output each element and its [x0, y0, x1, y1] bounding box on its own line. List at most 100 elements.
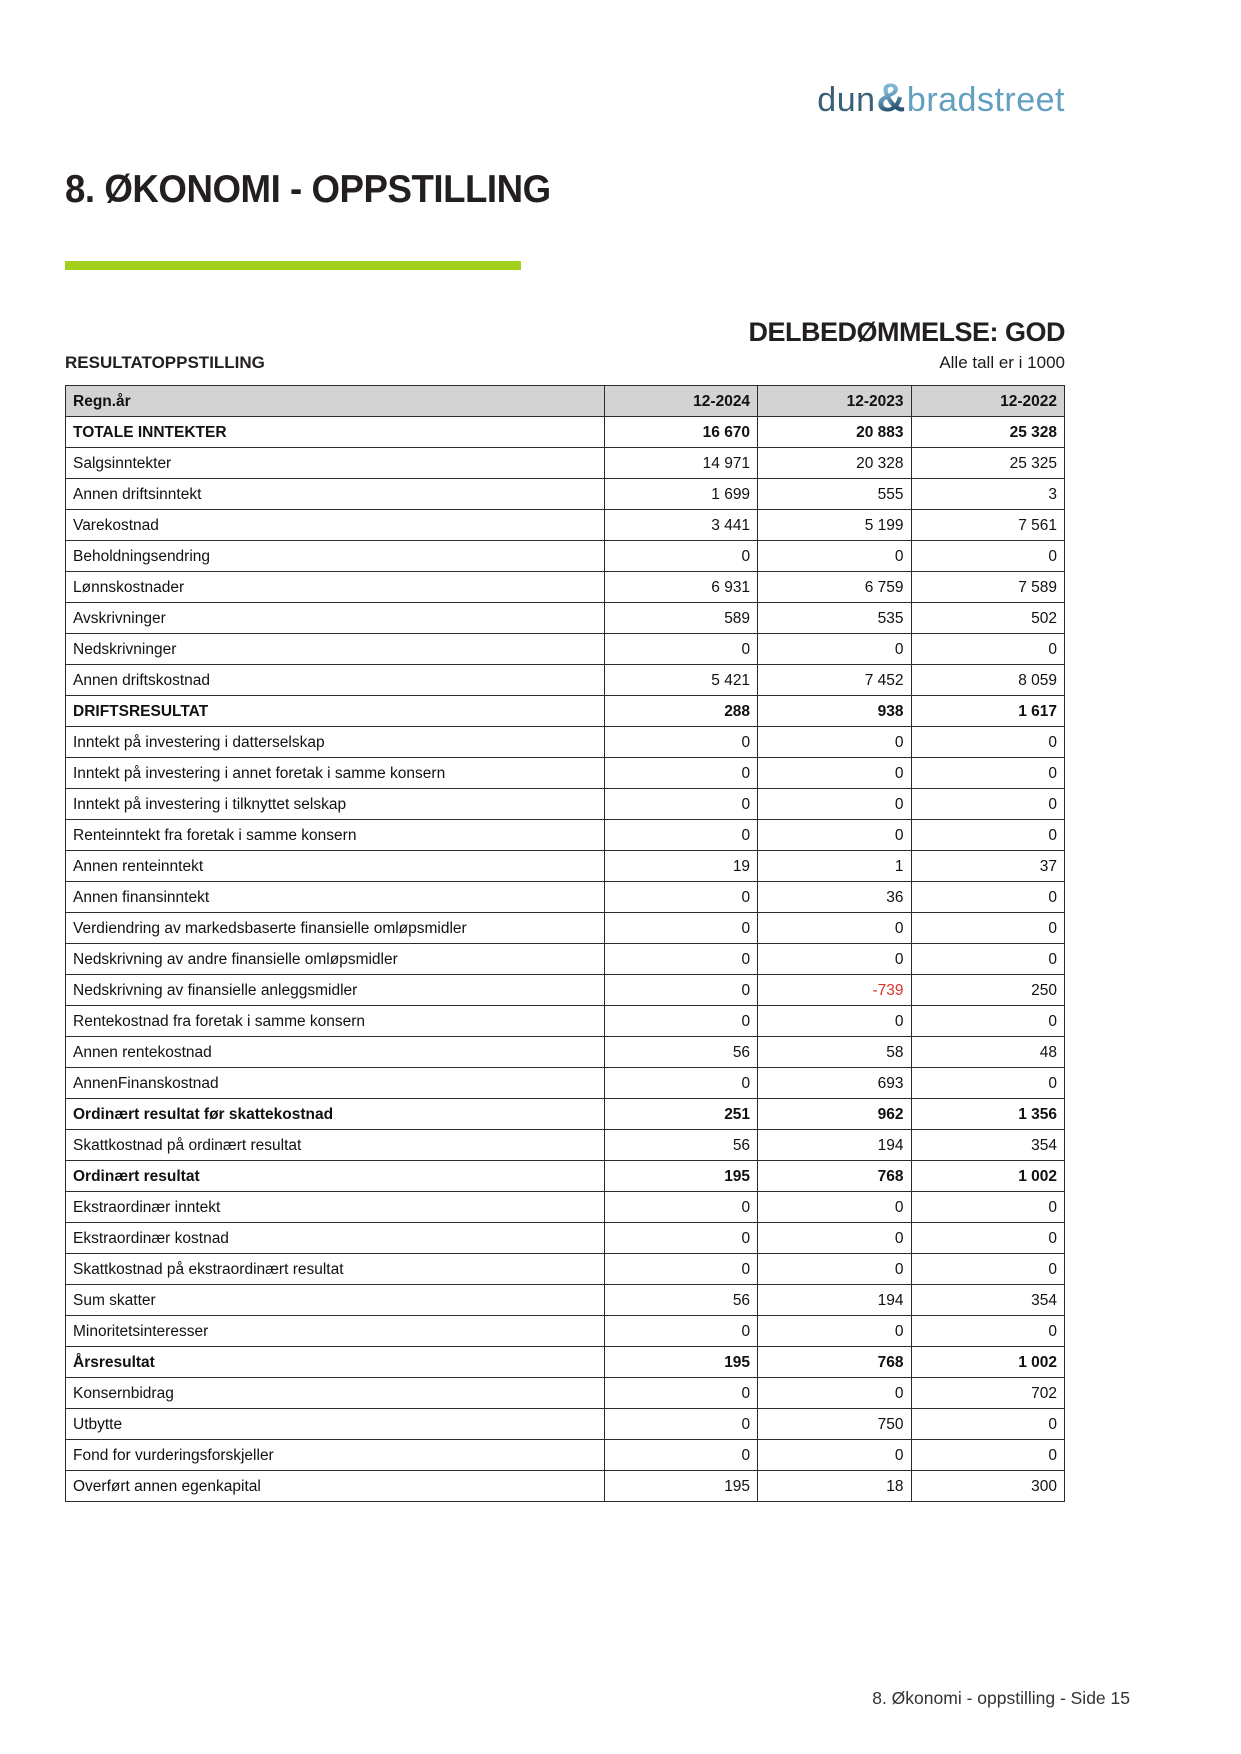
table-row: Annen rentekostnad 56 58 48 [65, 1036, 1066, 1068]
row-value: 8 059 [910, 664, 1066, 696]
table-row: Nedskrivninger 0 0 0 [65, 633, 1066, 665]
row-value: 0 [757, 1377, 912, 1409]
row-value: 502 [910, 602, 1066, 634]
table-row: Skattkostnad på ordinært resultat 56 194 35… [65, 1129, 1066, 1161]
row-value: 1 617 [910, 695, 1066, 727]
row-value: 20 883 [757, 416, 912, 448]
row-value: 0 [603, 1222, 759, 1254]
dun-bradstreet-logo: dun&bradstreet [65, 78, 1065, 118]
assessment-label: DELBEDØMMELSE: GOD [748, 317, 1065, 347]
row-value: 0 [603, 943, 759, 975]
row-value: 194 [757, 1284, 912, 1316]
row-value: 555 [757, 478, 912, 510]
row-value: 7 561 [910, 509, 1066, 541]
row-label: Annen rentekostnad [65, 1036, 605, 1068]
row-label: Renteinntekt fra foretak i samme konsern [65, 819, 605, 851]
column-header-2022: 12-2022 [910, 385, 1066, 417]
row-value: 0 [757, 1222, 912, 1254]
row-value: 5 421 [603, 664, 759, 696]
row-value: 0 [757, 943, 912, 975]
row-value: 18 [757, 1470, 912, 1502]
row-value: 0 [757, 912, 912, 944]
logo-ampersand-icon: & [876, 76, 906, 120]
row-label: Nedskrivninger [65, 633, 605, 665]
row-value: 0 [603, 881, 759, 913]
row-value: 0 [910, 1191, 1066, 1223]
table-row: Salgsinntekter 14 971 20 328 25 325 [65, 447, 1066, 479]
row-value: 56 [603, 1036, 759, 1068]
row-label: Konsernbidrag [65, 1377, 605, 1409]
table-row: Konsernbidrag 0 0 702 [65, 1377, 1066, 1409]
results-table-body: TOTALE INNTEKTER 16 670 20 883 25 328 Salgsi… [65, 416, 1066, 1502]
row-value: 194 [757, 1129, 912, 1161]
row-label: Ekstraordinær kostnad [65, 1222, 605, 1254]
table-row: Sum skatter 56 194 354 [65, 1284, 1066, 1316]
row-label: Salgsinntekter [65, 447, 605, 479]
section-label: RESULTATOPPSTILLING [65, 353, 265, 372]
row-value: 0 [910, 1408, 1066, 1440]
row-value: 0 [910, 881, 1066, 913]
row-value: 0 [910, 943, 1066, 975]
row-value: 0 [603, 1377, 759, 1409]
row-value: 0 [603, 974, 759, 1006]
row-value: 0 [757, 819, 912, 851]
logo-text-bradstreet: bradstreet [906, 81, 1065, 119]
row-label: Sum skatter [65, 1284, 605, 1316]
row-label: Fond for vurderingsforskjeller [65, 1439, 605, 1471]
row-value: 6 759 [757, 571, 912, 603]
row-value: 6 931 [603, 571, 759, 603]
row-label: DRIFTSRESULTAT [65, 695, 605, 727]
row-value: 0 [910, 1253, 1066, 1285]
table-row: Utbytte 0 750 0 [65, 1408, 1066, 1440]
row-value: 0 [910, 540, 1066, 572]
row-label: Inntekt på investering i annet foretak i… [65, 757, 605, 789]
table-row: TOTALE INNTEKTER 16 670 20 883 25 328 [65, 416, 1066, 448]
table-header-row: Regn.år 12-2024 12-2023 12-2022 [65, 385, 1066, 417]
table-row: Nedskrivning av andre finansielle omløps… [65, 943, 1066, 975]
row-label: Lønnskostnader [65, 571, 605, 603]
row-value: 37 [910, 850, 1066, 882]
row-value: 938 [757, 695, 912, 727]
row-value: 0 [603, 819, 759, 851]
row-value: 0 [603, 1005, 759, 1037]
table-row: Inntekt på investering i annet foretak i… [65, 757, 1066, 789]
results-table: Regn.år 12-2024 12-2023 12-2022 TOTALE I… [65, 385, 1066, 1502]
row-value: 3 441 [603, 509, 759, 541]
row-value: 0 [603, 912, 759, 944]
row-value: 0 [757, 1253, 912, 1285]
table-row: Ekstraordinær inntekt 0 0 0 [65, 1191, 1066, 1223]
row-value: 5 199 [757, 509, 912, 541]
row-value: 56 [603, 1129, 759, 1161]
row-label: Ekstraordinær inntekt [65, 1191, 605, 1223]
table-row: Annen renteinntekt 19 1 37 [65, 850, 1066, 882]
table-row: Rentekostnad fra foretak i samme konsern… [65, 1005, 1066, 1037]
table-row: Ekstraordinær kostnad 0 0 0 [65, 1222, 1066, 1254]
row-value: 56 [603, 1284, 759, 1316]
row-value: 20 328 [757, 447, 912, 479]
units-note: Alle tall er i 1000 [939, 353, 1065, 372]
row-label: Skattkostnad på ordinært resultat [65, 1129, 605, 1161]
table-row: Ordinært resultat før skattekostnad 251 96… [65, 1098, 1066, 1130]
column-header-2023: 12-2023 [757, 385, 912, 417]
row-value: 0 [910, 819, 1066, 851]
row-value: 0 [757, 633, 912, 665]
row-value: 0 [757, 788, 912, 820]
row-value: 0 [603, 757, 759, 789]
row-label: Nedskrivning av andre finansielle omløps… [65, 943, 605, 975]
row-value: 0 [910, 757, 1066, 789]
table-row: Fond for vurderingsforskjeller 0 0 0 [65, 1439, 1066, 1471]
table-meta-row: RESULTATOPPSTILLING Alle tall er i 1000 [65, 353, 1065, 373]
table-row: Verdiendring av markedsbaserte finansiel… [65, 912, 1066, 944]
row-value: 300 [910, 1470, 1066, 1502]
row-value: 0 [757, 1315, 912, 1347]
table-row: Annen finansinntekt 0 36 0 [65, 881, 1066, 913]
row-value: 0 [910, 633, 1066, 665]
table-row: AnnenFinanskostnad 0 693 0 [65, 1067, 1066, 1099]
table-row: DRIFTSRESULTAT 288 938 1 617 [65, 695, 1066, 727]
row-label: Ordinært resultat før skattekostnad [65, 1098, 605, 1130]
row-value: 0 [757, 540, 912, 572]
row-label: AnnenFinanskostnad [65, 1067, 605, 1099]
row-value: 1 002 [910, 1346, 1066, 1378]
row-label: Beholdningsendring [65, 540, 605, 572]
